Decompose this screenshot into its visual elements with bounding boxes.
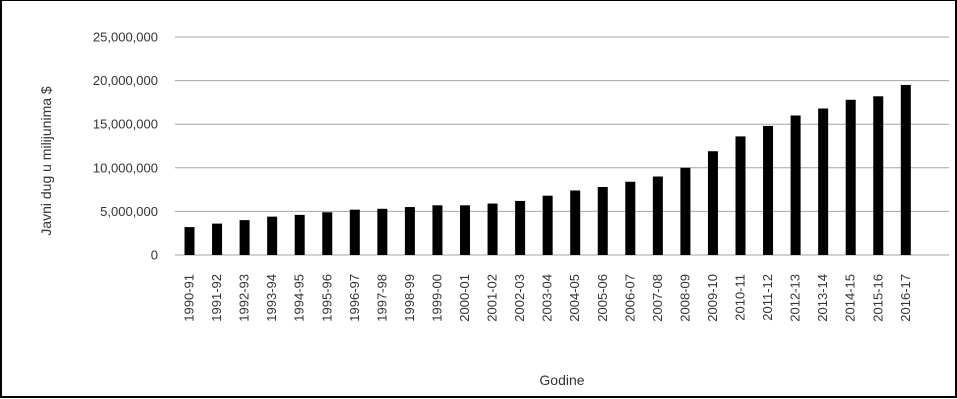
bar <box>652 176 663 255</box>
bar <box>818 108 829 255</box>
x-tick-label: 2012-13 <box>788 274 803 322</box>
y-tick-label: 15,000,000 <box>93 117 158 132</box>
x-tick-label: 2004-05 <box>567 274 582 322</box>
bar <box>515 200 526 255</box>
bar <box>873 96 884 256</box>
bar <box>184 227 195 255</box>
x-tick-label: 2015-16 <box>870 274 885 322</box>
bar <box>680 167 691 255</box>
bar <box>239 220 250 255</box>
x-tick-label: 2002-03 <box>512 274 527 322</box>
x-tick-label: 2007-08 <box>650 274 665 322</box>
y-tick-label: 20,000,000 <box>93 73 158 88</box>
x-tick-label: 2006-07 <box>622 274 637 322</box>
x-tick-label: 1991-92 <box>209 274 224 322</box>
y-tick-label: 0 <box>151 248 158 263</box>
x-tick-label: 1994-95 <box>292 274 307 322</box>
bar <box>377 208 388 255</box>
x-tick-label: 2011-12 <box>760 274 775 321</box>
bar <box>267 216 278 255</box>
bar <box>625 181 636 255</box>
bar <box>735 136 746 255</box>
bar <box>763 125 774 255</box>
bar <box>707 151 718 255</box>
bar <box>487 203 498 255</box>
x-tick-label: 2001-02 <box>485 274 500 322</box>
bar <box>294 214 305 255</box>
x-tick-label: 1993-94 <box>264 274 279 322</box>
x-tick-label: 1997-98 <box>374 274 389 322</box>
x-tick-label: 1995-96 <box>319 274 334 322</box>
bars <box>184 84 911 256</box>
x-tick-label: 2009-10 <box>705 274 720 322</box>
bar <box>349 209 360 255</box>
x-tick-label: 2003-04 <box>540 274 555 322</box>
x-tick-label: 2005-06 <box>595 274 610 322</box>
gridlines <box>175 36 949 256</box>
x-tick-label: 2013-14 <box>815 274 830 322</box>
bar <box>322 212 333 255</box>
bar <box>790 115 801 255</box>
y-tick-label: 25,000,000 <box>93 30 158 45</box>
y-axis-title: Javni dug u milijunima $ <box>38 86 54 236</box>
bar <box>460 205 470 255</box>
bar <box>597 186 608 255</box>
y-tick-label: 5,000,000 <box>100 204 158 219</box>
x-tick-label: 2000-01 <box>457 274 472 322</box>
bar <box>432 205 443 255</box>
bar <box>570 190 581 255</box>
bar <box>542 195 553 255</box>
x-tick-label: 1990-91 <box>182 274 197 322</box>
bar <box>212 223 223 255</box>
bar <box>404 207 415 255</box>
bar <box>845 99 856 255</box>
x-tick-label: 2010-11 <box>733 274 748 321</box>
x-tick-label: 1999-00 <box>429 274 444 322</box>
x-tick-label: 2016-17 <box>898 274 913 322</box>
x-tick-label: 2014-15 <box>843 274 858 322</box>
x-tick-label: 1996-97 <box>347 274 362 322</box>
x-tick-label: 1998-99 <box>402 274 417 322</box>
x-axis-title: Godine <box>539 372 584 388</box>
y-axis-tick-labels: 0 5,000,000 10,000,000 15,000,000 20,000,000… <box>93 30 158 263</box>
bar <box>900 84 911 256</box>
x-axis-tick-labels: 1990-91 1991-92 1992-93 1993-94 1994-95 1995-… <box>182 274 913 322</box>
x-tick-label: 1992-93 <box>237 274 252 322</box>
x-tick-label: 2008-09 <box>677 274 692 322</box>
y-tick-label: 10,000,000 <box>93 160 158 175</box>
